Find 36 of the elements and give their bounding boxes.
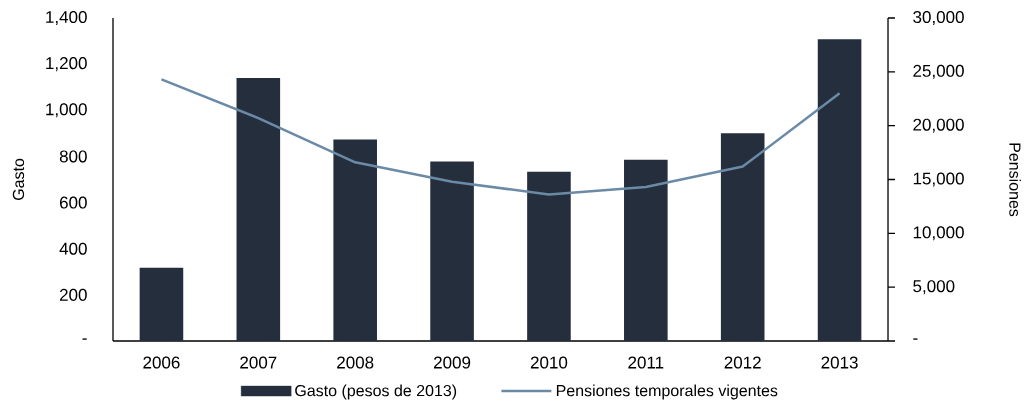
bar (527, 171, 571, 341)
y2-tick-label: 30,000 (913, 10, 964, 26)
bar (720, 133, 765, 341)
x-tick-label: 2009 (434, 356, 471, 369)
y2-axis-title: Pensiones (1009, 143, 1021, 217)
x-tick-label: 2012 (724, 356, 761, 369)
y-tick-label: 1,200 (46, 57, 87, 72)
bar (817, 39, 862, 341)
y-tick-label: 1,400 (46, 10, 87, 26)
x-tick-label: 2010 (530, 356, 568, 369)
line-series (160, 78, 841, 196)
x-tick-label: 2007 (240, 356, 277, 369)
y2-tick-label: 25,000 (913, 64, 964, 79)
y-tick-label: 600 (59, 196, 87, 209)
y-tick-label: - (82, 338, 87, 340)
y-tick-label: 1,000 (46, 103, 87, 118)
y-tick-label: 200 (59, 288, 87, 301)
x-tick-label: 2013 (821, 356, 858, 369)
y2-tick-label: 15,000 (913, 172, 964, 187)
legend-label: Gasto (pesos de 2013) (295, 384, 457, 400)
y-tick-label: 400 (59, 242, 87, 255)
bar (624, 159, 668, 341)
y-tick-label: 800 (59, 150, 87, 163)
x-tick-label: 2008 (337, 356, 374, 369)
y2-tick-label: 5,000 (913, 280, 955, 295)
y2-tick-label: 20,000 (913, 118, 964, 133)
y-axis-title: Gasto (12, 158, 25, 201)
y2-tick-label: - (913, 338, 918, 340)
bar (236, 77, 281, 341)
y2-tick-label: 10,000 (913, 226, 964, 241)
x-tick-label: 2006 (143, 356, 180, 369)
legend-label: Pensiones temporales vigentes (556, 384, 778, 400)
bar (139, 267, 184, 341)
bar (333, 139, 377, 341)
bar (430, 161, 474, 341)
x-tick-label: 2011 (628, 356, 664, 369)
